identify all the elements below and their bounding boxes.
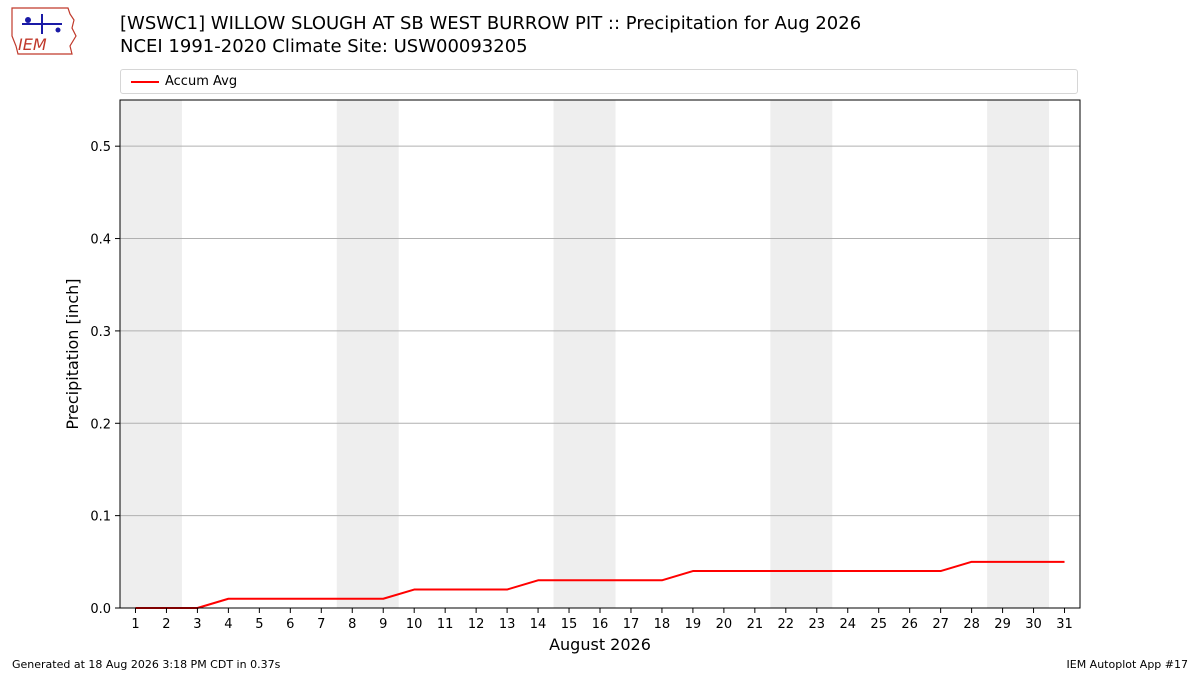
- series-layer: [135, 560, 1065, 609]
- y-axis-ticks: 0.0 0.1 0.2 0.3 0.4 0.5: [90, 140, 120, 617]
- x-tick-label-27: 27: [932, 617, 949, 632]
- weekend-shade-2: [336, 100, 399, 608]
- weekend-shade-1: [120, 100, 182, 608]
- x-tick-label-18: 18: [654, 617, 671, 632]
- app-label: IEM Autoplot App #17: [1066, 658, 1189, 671]
- y-gridlines: [120, 145, 1080, 517]
- x-tick-label-20: 20: [716, 617, 733, 632]
- weekend-shade-5: [987, 100, 1050, 608]
- x-tick-label-19: 19: [685, 617, 702, 632]
- x-tick-label-25: 25: [870, 617, 887, 632]
- x-tick-label-9: 9: [379, 617, 387, 632]
- weekend-shade-3: [553, 100, 616, 608]
- x-tick-label-24: 24: [839, 617, 856, 632]
- title-line-2: NCEI 1991-2020 Climate Site: USW00093205: [120, 36, 528, 57]
- x-tick-label-28: 28: [963, 617, 980, 632]
- chart-title: [WSWC1] WILLOW SLOUGH AT SB WEST BURROW …: [120, 12, 861, 58]
- x-tick-label-6: 6: [286, 617, 294, 632]
- x-axis-label: August 2026: [549, 635, 651, 654]
- chart-legend: Accum Avg: [120, 69, 1078, 94]
- x-tick-label-15: 15: [561, 617, 578, 632]
- x-tick-label-14: 14: [530, 617, 547, 632]
- weekend-shading: [120, 100, 1050, 608]
- x-tick-label-7: 7: [317, 617, 325, 632]
- x-axis-ticks: 1 2 3 4 5 6 7 8 9 10 11 12 13 14 15 16 17 18 19 20 21 22 23 24 2…: [131, 608, 1073, 632]
- y-tick-label-3: 0.3: [90, 325, 111, 340]
- x-tick-label-29: 29: [994, 617, 1011, 632]
- x-tick-label-26: 26: [901, 617, 918, 632]
- x-tick-label-8: 8: [348, 617, 356, 632]
- x-tick-label-4: 4: [224, 617, 232, 632]
- series-line-accum-avg: [135, 560, 1065, 609]
- legend-label-accum-avg: Accum Avg: [165, 74, 238, 89]
- weekend-shade-4: [770, 100, 833, 608]
- title-line-1: [WSWC1] WILLOW SLOUGH AT SB WEST BURROW …: [120, 13, 862, 34]
- y-tick-label-1: 0.1: [90, 510, 111, 525]
- iem-logo-graphic: IEM: [11, 7, 77, 55]
- iem-logo: IEM: [8, 6, 80, 58]
- x-tick-label-22: 22: [778, 617, 795, 632]
- legend-swatch-accum-avg: [131, 81, 159, 83]
- x-tick-label-12: 12: [468, 617, 485, 632]
- x-tick-label-16: 16: [592, 617, 609, 632]
- x-tick-label-5: 5: [255, 617, 263, 632]
- y-tick-label-0: 0.0: [90, 602, 111, 617]
- x-tick-label-21: 21: [747, 617, 764, 632]
- x-tick-label-1: 1: [131, 617, 139, 632]
- x-tick-label-31: 31: [1056, 617, 1073, 632]
- y-axis-label: Precipitation [inch]: [63, 278, 82, 429]
- generated-timestamp: Generated at 18 Aug 2026 3:18 PM CDT in …: [12, 658, 281, 671]
- x-tick-label-3: 3: [193, 617, 201, 632]
- x-tick-label-30: 30: [1025, 617, 1042, 632]
- x-tick-label-2: 2: [162, 617, 170, 632]
- y-tick-label-5: 0.5: [90, 140, 111, 155]
- x-tick-label-23: 23: [809, 617, 826, 632]
- x-tick-label-17: 17: [623, 617, 640, 632]
- y-tick-label-2: 0.2: [90, 417, 111, 432]
- x-tick-label-11: 11: [437, 617, 454, 632]
- x-tick-label-13: 13: [499, 617, 516, 632]
- y-tick-label-4: 0.4: [90, 233, 111, 248]
- logo-text: IEM: [18, 35, 47, 54]
- x-tick-label-10: 10: [406, 617, 423, 632]
